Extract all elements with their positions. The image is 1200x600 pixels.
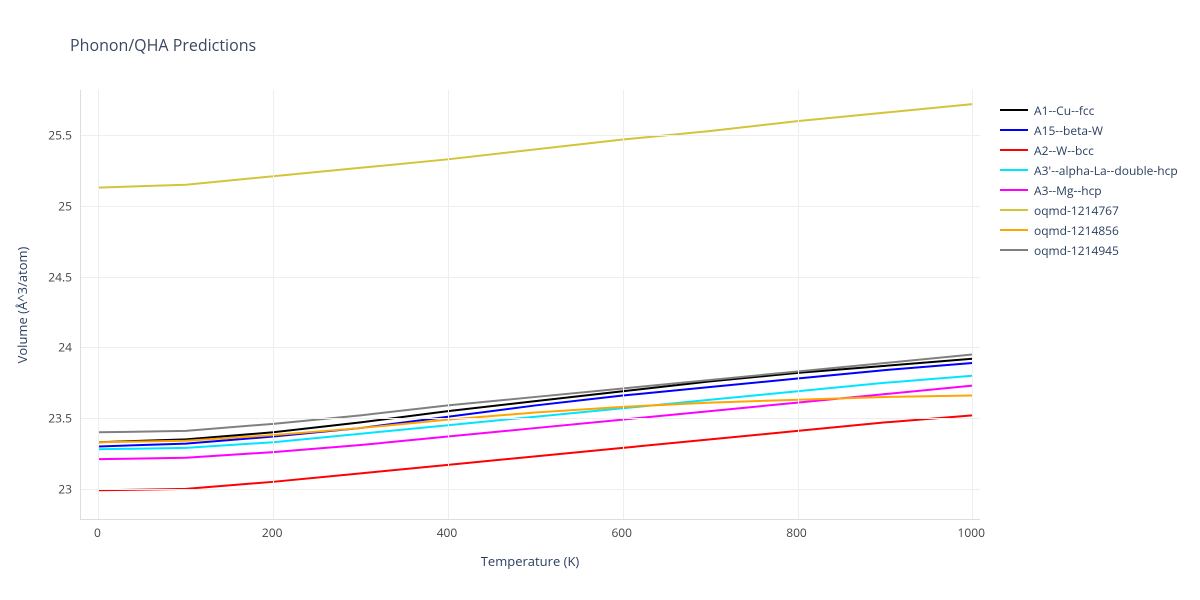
x-tick-label: 200 xyxy=(262,524,283,541)
legend-label: A3'--alpha-La--double-hcp xyxy=(1034,162,1178,179)
x-tick-label: 0 xyxy=(94,524,101,541)
legend-item[interactable]: oqmd-1214767 xyxy=(1000,200,1178,220)
gridline-h xyxy=(81,277,980,278)
legend-item[interactable]: A3'--alpha-La--double-hcp xyxy=(1000,160,1178,180)
y-tick-label: 25.5 xyxy=(48,127,72,144)
legend-swatch xyxy=(1000,109,1028,111)
legend-swatch xyxy=(1000,229,1028,231)
series-layer xyxy=(81,90,981,520)
series-line[interactable] xyxy=(98,104,972,187)
gridline-v xyxy=(98,90,99,519)
legend-label: oqmd-1214945 xyxy=(1034,242,1119,259)
legend-swatch xyxy=(1000,209,1028,211)
plot-area[interactable] xyxy=(80,90,980,520)
legend-label: oqmd-1214856 xyxy=(1034,222,1119,239)
legend-item[interactable]: oqmd-1214945 xyxy=(1000,240,1178,260)
series-line[interactable] xyxy=(98,355,972,433)
gridline-v xyxy=(972,90,973,519)
y-tick-label: 25 xyxy=(58,197,72,214)
legend-label: A1--Cu--fcc xyxy=(1034,102,1094,119)
gridline-v xyxy=(623,90,624,519)
gridline-h xyxy=(81,418,980,419)
gridline-v xyxy=(273,90,274,519)
legend-swatch xyxy=(1000,169,1028,171)
gridline-h xyxy=(81,206,980,207)
x-tick-label: 800 xyxy=(786,524,807,541)
legend-item[interactable]: A1--Cu--fcc xyxy=(1000,100,1178,120)
legend-item[interactable]: A2--W--bcc xyxy=(1000,140,1178,160)
legend-label: oqmd-1214767 xyxy=(1034,202,1119,219)
y-tick-label: 23.5 xyxy=(48,410,72,427)
legend-swatch xyxy=(1000,249,1028,251)
legend-item[interactable]: A15--beta-W xyxy=(1000,120,1178,140)
legend-item[interactable]: oqmd-1214856 xyxy=(1000,220,1178,240)
y-tick-label: 24 xyxy=(58,339,72,356)
gridline-v xyxy=(448,90,449,519)
x-axis-label: Temperature (K) xyxy=(481,552,580,570)
y-tick-label: 24.5 xyxy=(48,268,72,285)
x-tick-label: 1000 xyxy=(958,524,985,541)
gridline-h xyxy=(81,489,980,490)
y-axis-label: Volume (Å^3/atom) xyxy=(13,247,31,364)
legend-item[interactable]: A3--Mg--hcp xyxy=(1000,180,1178,200)
legend-swatch xyxy=(1000,149,1028,151)
y-tick-label: 23 xyxy=(58,480,72,497)
series-line[interactable] xyxy=(98,359,972,442)
gridline-v xyxy=(798,90,799,519)
legend-label: A3--Mg--hcp xyxy=(1034,182,1102,199)
chart-title: Phonon/QHA Predictions xyxy=(70,34,256,56)
gridline-h xyxy=(81,135,980,136)
legend: A1--Cu--fcc A15--beta-W A2--W--bcc A3'--alp… xyxy=(1000,100,1178,260)
x-tick-label: 600 xyxy=(611,524,632,541)
legend-swatch xyxy=(1000,189,1028,191)
legend-label: A15--beta-W xyxy=(1034,122,1103,139)
x-tick-label: 400 xyxy=(437,524,458,541)
series-line[interactable] xyxy=(98,363,972,446)
legend-label: A2--W--bcc xyxy=(1034,142,1094,159)
legend-swatch xyxy=(1000,129,1028,131)
gridline-h xyxy=(81,347,980,348)
